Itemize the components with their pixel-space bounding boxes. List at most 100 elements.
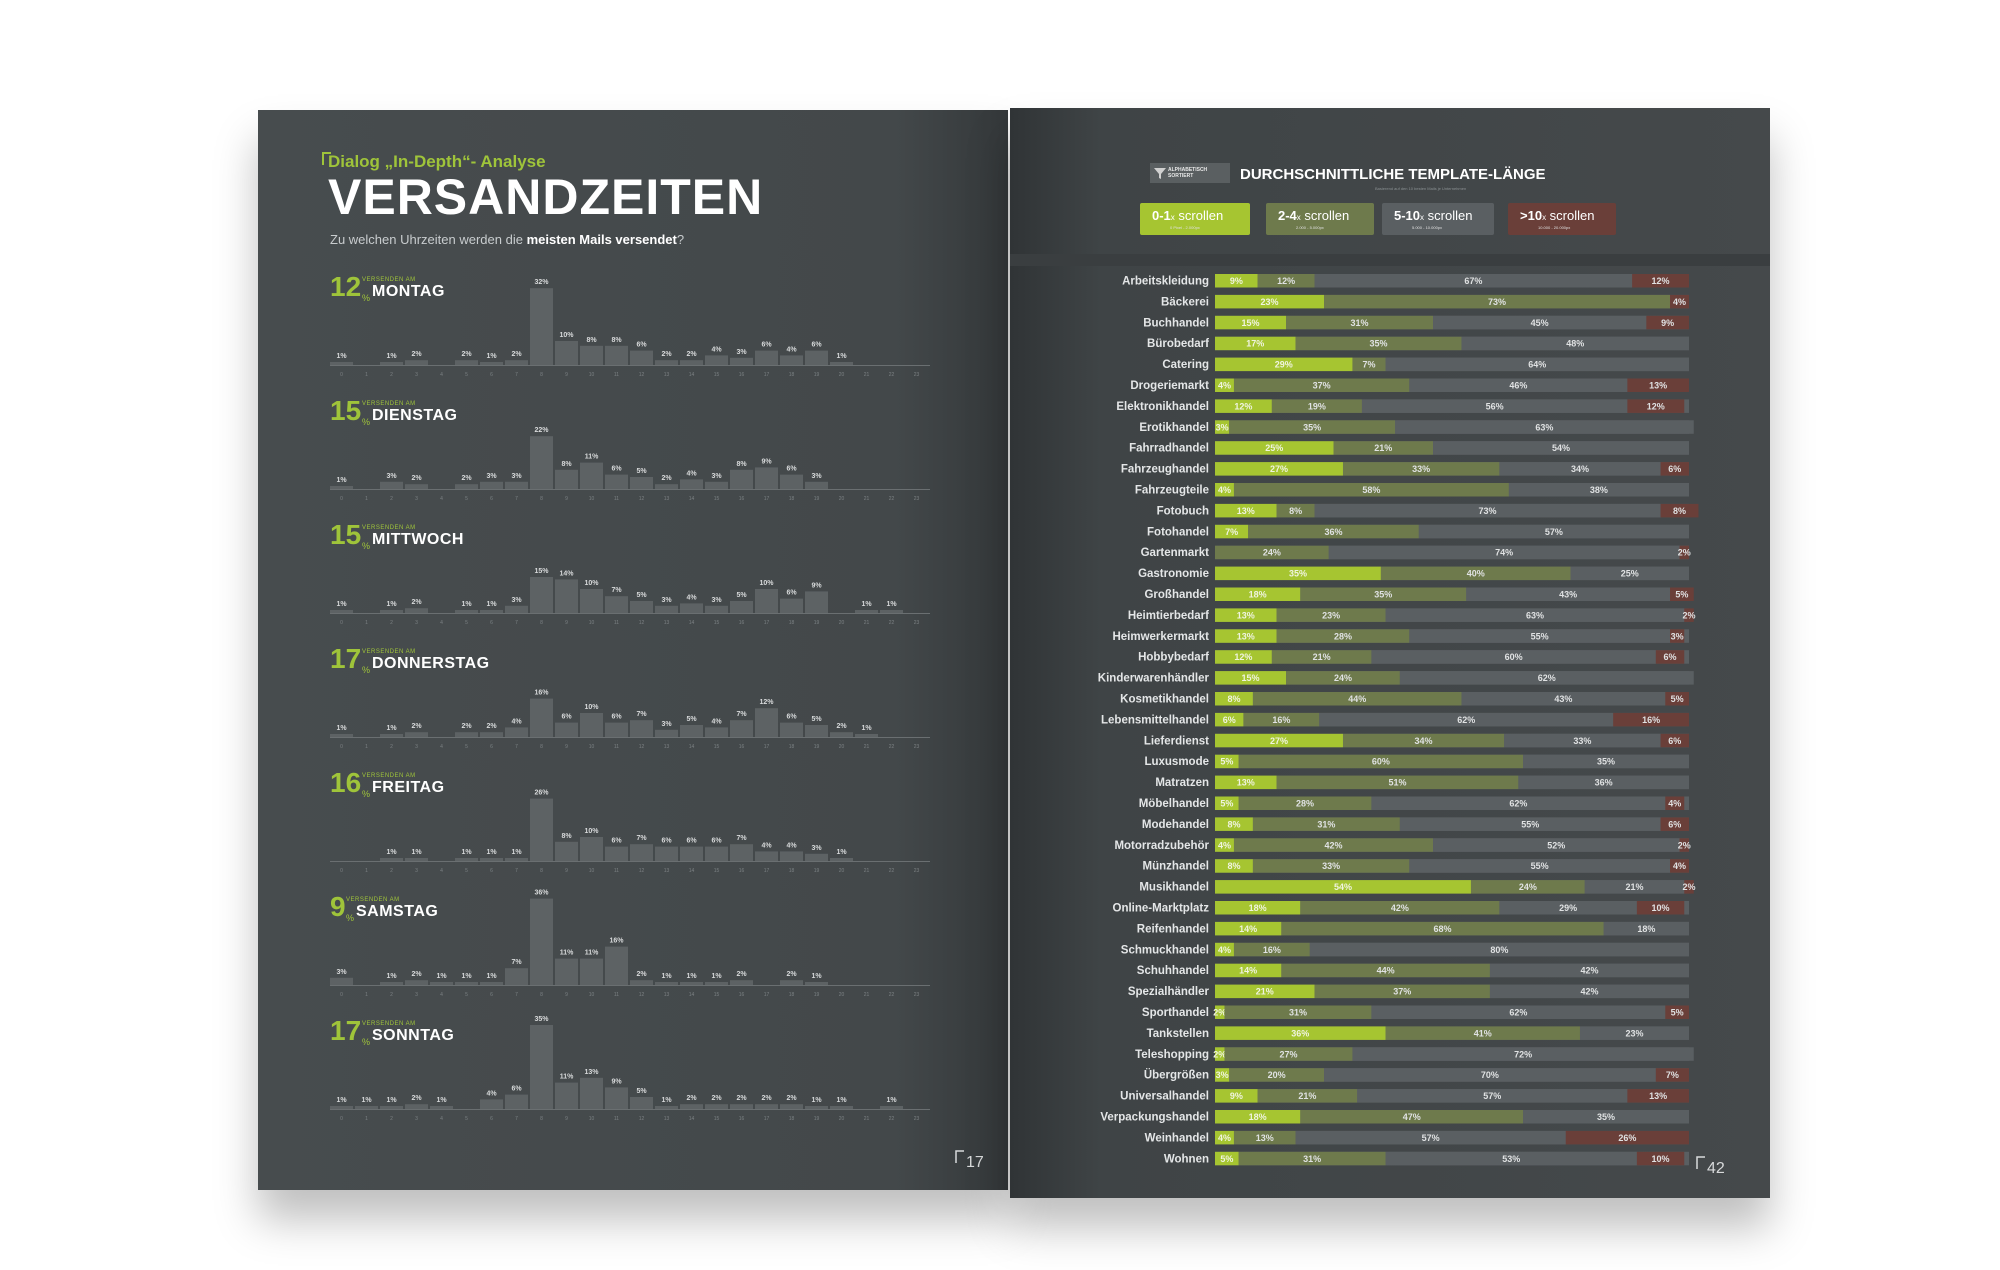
segment-value-label: 19% [1308,401,1326,411]
row-label: Übergrößen [1144,1069,1209,1082]
chart-subtitle: Basierend auf den 10 besten Mails je Unt… [1375,186,1467,191]
segment-value-label: 35% [1597,757,1615,767]
sort-badge-line1: ALPHABETISCH [1168,167,1208,173]
segment-value-label: 33% [1573,736,1591,746]
hour-tick-label: 23 [914,372,920,378]
segment-bar [1461,692,1666,706]
segment-bar [1215,817,1253,831]
hour-bar [730,601,753,613]
segment-bar [1286,671,1400,685]
hour-bar [830,1106,853,1109]
hour-bar [330,1106,353,1109]
segment-bar [1215,712,1244,727]
hour-bar [555,579,578,613]
hour-bar [630,720,653,737]
legend-x: x [1420,213,1425,222]
segment-bar [1215,859,1253,873]
segment-bar [1215,838,1234,852]
segment-value-label: 47% [1403,1112,1421,1122]
hour-tick-label: 5 [465,992,468,998]
segment-bar [1215,942,1234,957]
hour-bar [605,946,628,985]
segment-value-label: 55% [1521,819,1539,829]
bar-value-label: 4% [786,842,797,849]
hour-tick-label: 21 [864,744,870,750]
segment-value-label: 13% [1237,631,1255,641]
hour-tick-label: 18 [789,372,795,378]
day-share: 16 [330,767,362,798]
bar-value-label: 1% [886,1097,897,1104]
hour-bar [405,360,428,365]
hour-tick-label: 2 [390,372,393,378]
segment-bar [1352,1047,1694,1061]
hour-tick-label: 21 [864,868,870,874]
segment-value-label: 2% [1213,1049,1226,1059]
hour-bar [405,1104,428,1109]
segment-value-label: 8% [1227,694,1240,704]
segment-value-label: 64% [1528,360,1546,370]
legend-item: >10x scrollen 10.000 - 20.000px [1508,203,1616,235]
row-label: Kosmetikhandel [1120,694,1209,706]
segment-bar [1385,357,1689,372]
segment-value-label: 13% [1256,1133,1274,1143]
bar-value-label: 1% [386,849,397,856]
segment-bar [1233,378,1410,392]
segment-bar [1215,378,1234,392]
bar-value-label: 1% [461,601,472,608]
row-label: Luxusmode [1144,756,1209,768]
hour-tick-label: 9 [565,744,568,750]
segment-bar [1670,629,1685,643]
segment-bar [1655,1068,1689,1082]
segment-value-label: 13% [1649,1091,1667,1101]
hour-tick-label: 22 [889,868,895,874]
hour-bar [380,481,403,489]
segment-value-label: 26% [1618,1133,1636,1143]
segment-bar [1627,1089,1689,1103]
segment-bar [1300,587,1467,601]
hour-bar [330,977,353,985]
segment-bar [1295,336,1462,351]
hour-tick-label: 13 [664,992,670,998]
legend-item: 0-1x scrollen 0 Pixel - 2.000px [1140,203,1250,235]
segment-value-label: 36% [1291,1028,1309,1038]
segment-value-label: 24% [1263,548,1281,558]
hour-tick-label: 13 [664,372,670,378]
legend-range: >10 [1520,208,1543,223]
hour-tick-label: 15 [714,372,720,378]
segment-value-label: 6% [1664,652,1677,662]
segment-bar [1570,566,1689,581]
segment-bar [1380,566,1571,581]
day-share: 17 [330,643,362,674]
bar-value-label: 2% [461,723,472,730]
segment-value-label: 18% [1637,924,1655,934]
segment-value-label: 18% [1249,1112,1267,1122]
segment-value-label: 35% [1374,590,1392,600]
hour-tick-label: 14 [689,868,695,874]
hour-tick-label: 16 [739,868,745,874]
segment-bar [1215,420,1230,434]
hour-tick-label: 19 [814,744,820,750]
bar-value-label: 6% [711,838,722,845]
hour-tick-label: 8 [540,868,543,874]
hour-bar [505,1094,528,1109]
segment-bar [1215,775,1277,790]
hour-tick-label: 15 [714,1116,720,1122]
hour-bar [480,858,503,861]
bar-value-label: 1% [486,353,497,360]
segment-value-label: 63% [1535,422,1553,432]
segment-bar [1309,942,1689,957]
bar-value-label: 1% [486,973,497,980]
row-label: Münzhandel [1143,861,1209,873]
hour-bar [355,1106,378,1109]
day-name: FREITAG [372,779,445,796]
hour-bar [655,360,678,365]
hour-tick-label: 2 [390,992,393,998]
row-label: Kinderwarenhändler [1098,673,1210,685]
hour-tick-label: 3 [415,744,418,750]
legend-range: 2-4 [1278,208,1297,223]
segment-value-label: 46% [1509,381,1527,391]
bar-value-label: 6% [611,714,622,721]
sort-badge-text: ALPHABETISCH SORTIERT [1168,167,1207,179]
segment-value-label: 25% [1265,443,1283,453]
hour-tick-label: 10 [589,620,595,626]
